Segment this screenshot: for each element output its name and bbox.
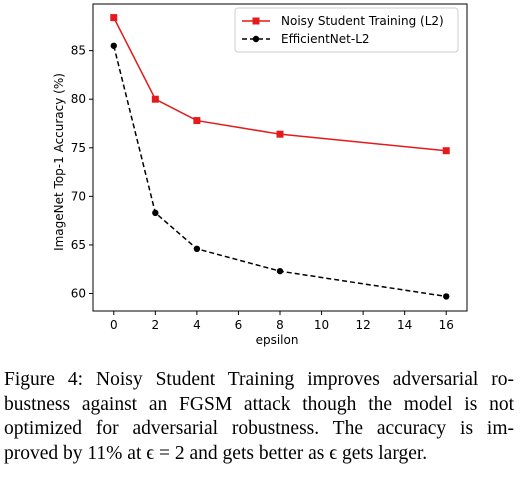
legend-marker-2	[252, 35, 260, 43]
line-chart: 0 2 4 6 8 10 12 14 16 60 65 70 75 80 85 epsilon Image…	[52, 3, 468, 347]
data-point-series-1	[151, 95, 159, 103]
x-axis-label: epsilon	[256, 333, 299, 347]
x-tick-label: 10	[314, 318, 329, 332]
data-point-series-2	[276, 267, 284, 275]
y-tick-label: 75	[71, 141, 86, 155]
legend-box	[234, 7, 459, 53]
x-tick-label: 14	[397, 318, 412, 332]
x-tick-label: 12	[355, 318, 370, 332]
data-point-series-2	[443, 293, 450, 300]
data-point-series-2	[110, 42, 117, 49]
y-tick-label: 70	[71, 189, 86, 203]
y-tick-label: 85	[71, 44, 86, 58]
data-point-series-1	[276, 130, 284, 138]
data-point-series-1	[110, 14, 118, 22]
y-tick-label: 80	[71, 92, 86, 106]
x-tick-label: 4	[193, 318, 201, 332]
y-tick-label: 60	[71, 287, 86, 301]
x-tick-label: 6	[235, 318, 243, 332]
caption-line: bustness against an FGSM attack though t…	[4, 393, 514, 415]
legend: Noisy Student Training (L2) EfficientNet-…	[234, 7, 459, 53]
x-tick-label: 2	[152, 318, 160, 332]
y-axis-ticks: 60 65 70 75 80 85	[71, 44, 93, 301]
caption-line: optimized for adversarial robustness. Th…	[4, 418, 514, 439]
y-tick-label: 65	[71, 238, 86, 252]
data-point-series-2	[152, 209, 159, 217]
x-axis-ticks: 0 2 4 6 8 10 12 14 16	[110, 311, 454, 332]
data-point-series-2	[193, 245, 201, 253]
x-tick-label: 8	[276, 318, 284, 332]
data-point-series-1	[193, 117, 201, 125]
caption-line: proved by 11% at ϵ = 2 and gets better a…	[4, 442, 428, 464]
y-axis-label: ImageNet Top-1 Accuracy (%)	[52, 73, 66, 251]
caption-line: Figure 4: Noisy Student Training improve…	[4, 369, 514, 390]
legend-label-1: Noisy Student Training (L2)	[281, 14, 444, 28]
legend-marker-1	[252, 17, 260, 25]
figure-caption: Figure 4: Noisy Student Training improve…	[4, 368, 514, 466]
x-tick-label: 0	[110, 318, 118, 332]
legend-label-2: EfficientNet-L2	[281, 32, 370, 46]
series-line-2	[113, 45, 447, 298]
x-tick-label: 16	[439, 318, 454, 332]
series-layer	[110, 14, 450, 300]
data-point-series-1	[442, 147, 450, 155]
